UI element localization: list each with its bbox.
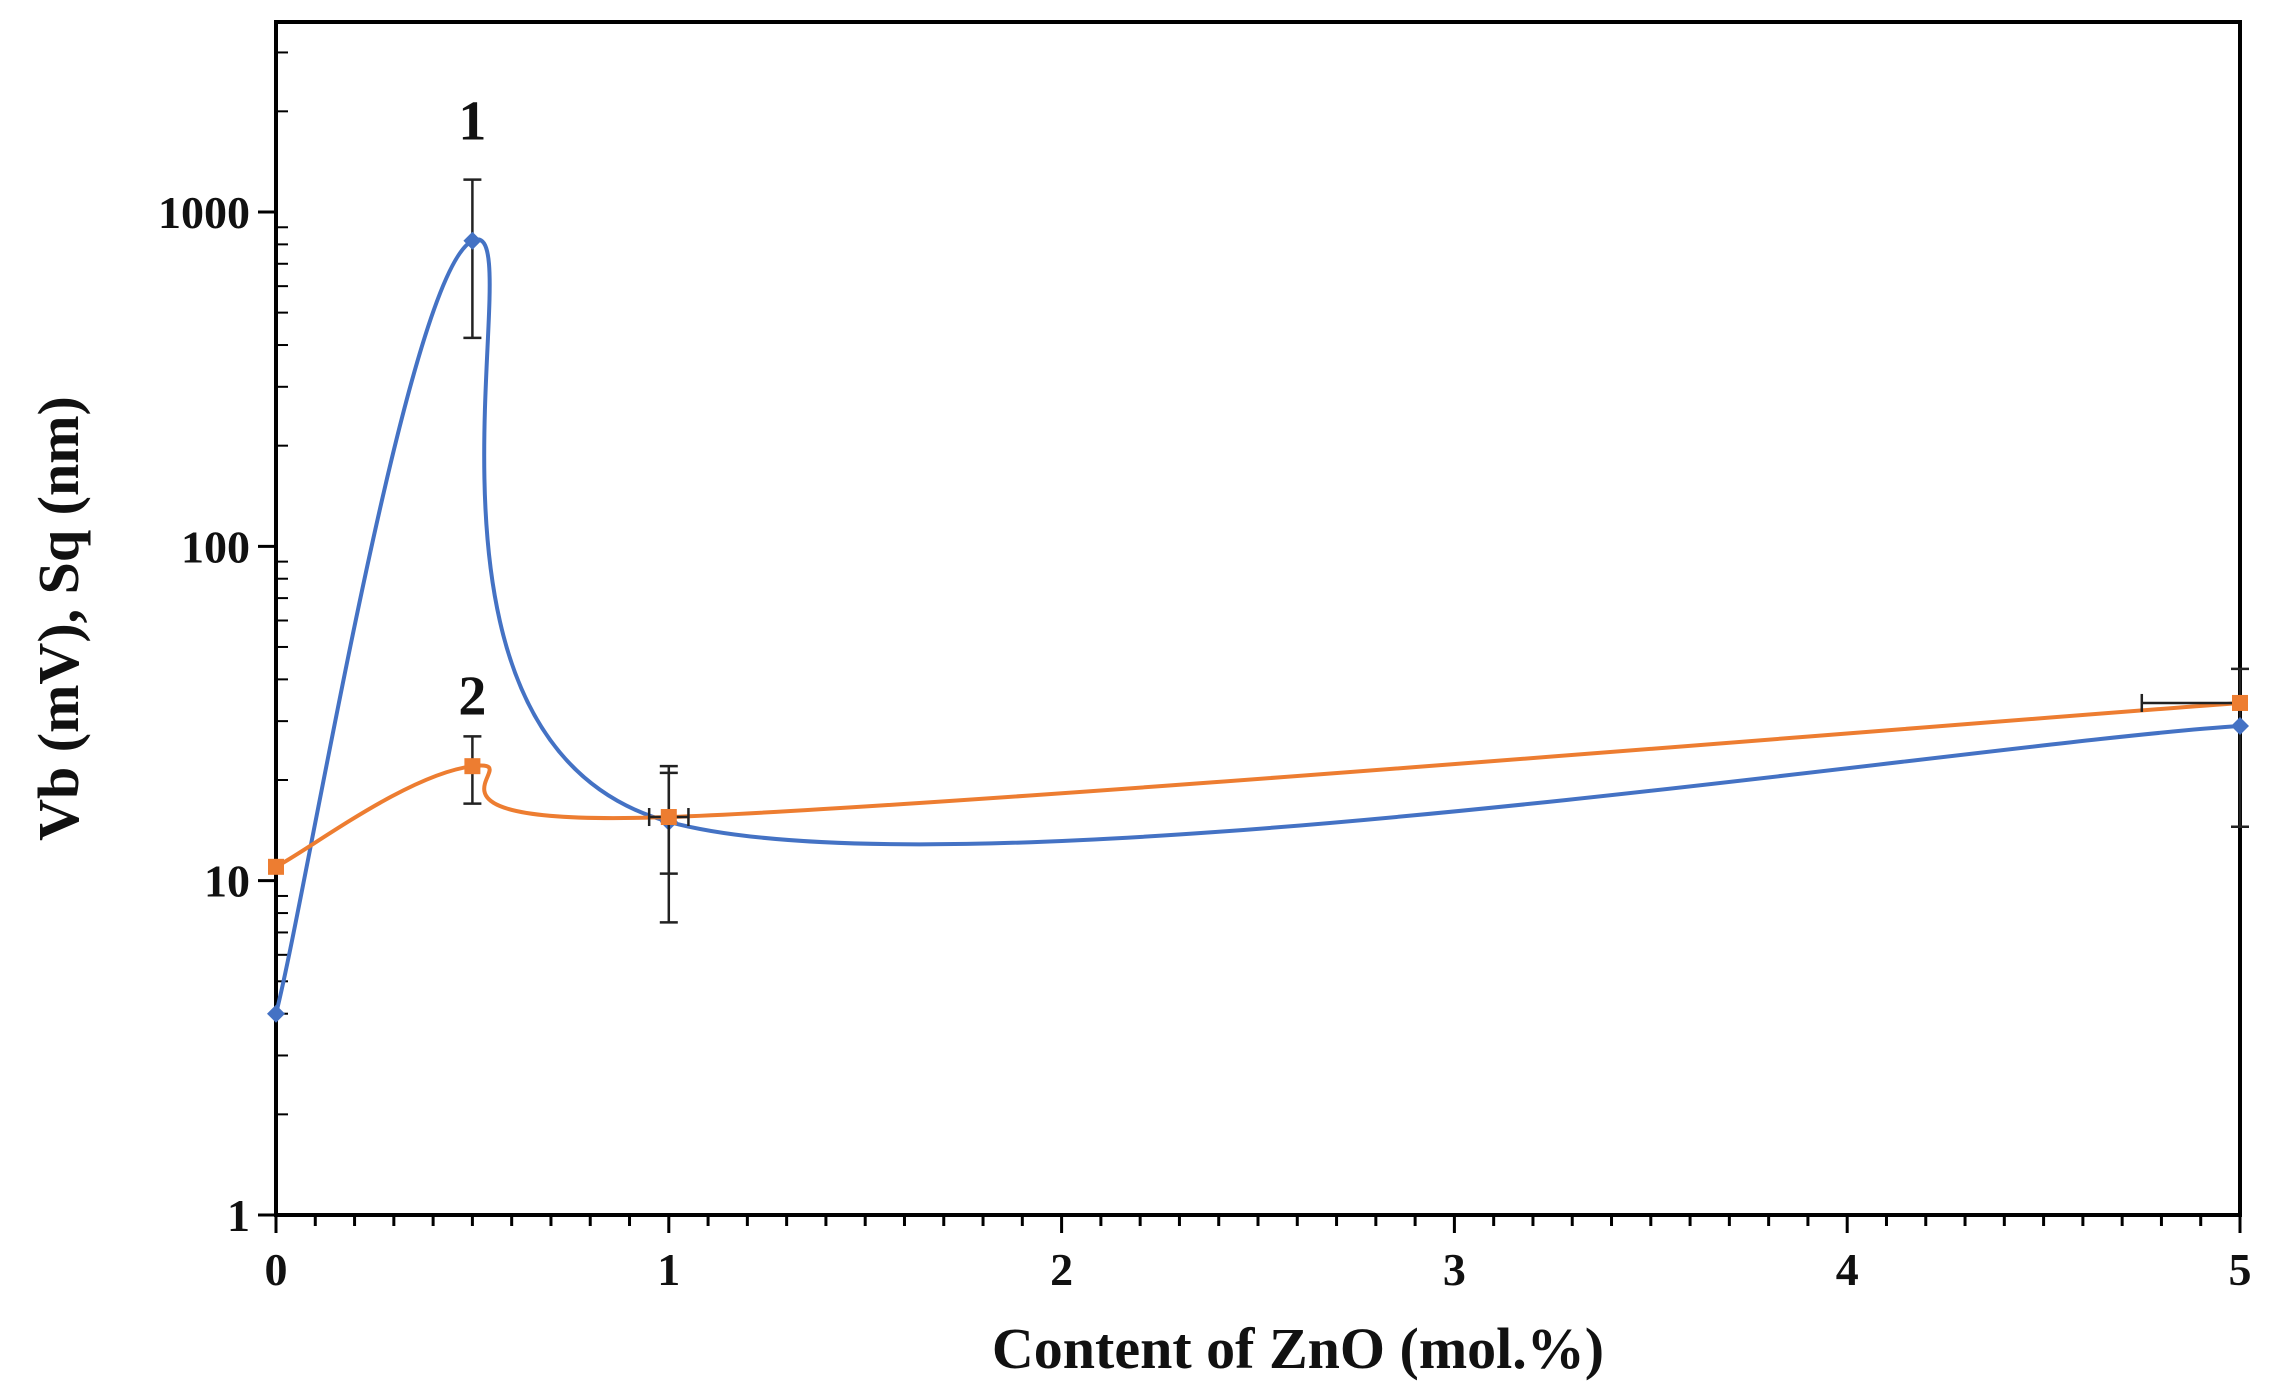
series-group	[267, 178, 2249, 1023]
x-tick-label: 0	[265, 1244, 288, 1295]
x-tick-label: 5	[2229, 1244, 2252, 1295]
series-2-label: 2	[458, 665, 486, 727]
series-1-label: 1	[458, 91, 486, 153]
y-tick-label: 100	[181, 521, 250, 572]
data-point	[2232, 694, 2248, 711]
data-point	[268, 858, 284, 875]
data-point	[2231, 717, 2249, 736]
y-tick-labels: 1 10 100 1000	[158, 187, 250, 1241]
y-axis-title: Vb (mV), Sq (nm)	[26, 396, 91, 841]
series-2-line	[275, 700, 2241, 869]
y-tick-label: 10	[204, 856, 250, 907]
axis-ticks	[258, 51, 2242, 1233]
data-point	[267, 1004, 285, 1023]
data-point	[660, 809, 677, 826]
x-tick-label: 3	[1443, 1244, 1466, 1295]
plot-area-frame	[274, 20, 2242, 1217]
x-tick-labels: 0 1 2 3 4 5	[265, 1244, 2252, 1295]
x-axis-title: Content of ZnO (mol.%)	[992, 1316, 1604, 1381]
series-1-line	[274, 237, 2241, 1015]
series-1	[267, 178, 2249, 1023]
y-tick-label: 1000	[158, 187, 250, 238]
series-2	[268, 693, 2248, 875]
x-tick-label: 2	[1050, 1244, 1073, 1295]
data-point	[464, 758, 481, 775]
data-point	[463, 231, 482, 250]
x-tick-label: 1	[657, 1244, 680, 1295]
y-tick-label: 1	[227, 1190, 250, 1241]
x-tick-label: 4	[1836, 1244, 1859, 1295]
